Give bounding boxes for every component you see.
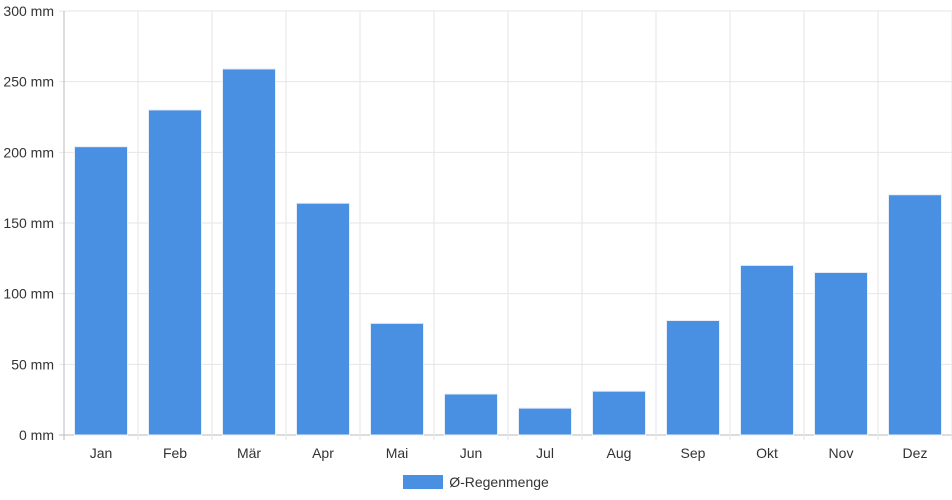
x-tick-label: Mär (237, 445, 261, 461)
y-tick-label: 50 mm (11, 356, 54, 372)
bar-Aug (592, 390, 646, 436)
x-tick-label: Okt (756, 445, 778, 461)
y-tick-label: 0 mm (19, 427, 54, 443)
bar-Jul (518, 407, 572, 436)
x-tick-label: Sep (681, 445, 706, 461)
y-tick-label: 300 mm (3, 3, 54, 19)
bar-Dez (888, 194, 942, 436)
grid-lines (59, 10, 952, 440)
y-tick-label: 100 mm (3, 286, 54, 302)
legend-swatch (403, 475, 444, 489)
bar-Okt (740, 264, 794, 436)
bar-Feb (148, 109, 202, 436)
y-axis-tick-labels: 0 mm 50 mm 100 mm 150 mm 200 mm 250 mm 300 mm (3, 3, 54, 443)
bar-Mär (222, 68, 276, 436)
legend-label: Ø-Regenmenge (449, 474, 549, 490)
bar-Mai (370, 322, 424, 436)
y-tick-label: 200 mm (3, 144, 54, 160)
bar-series (74, 68, 942, 436)
x-tick-label: Feb (163, 445, 187, 461)
x-tick-label: Jul (536, 445, 554, 461)
bar-Nov (814, 271, 868, 436)
x-axis-tick-labels: Jan Feb Mär Apr Mai Jun Jul Aug Sep Okt Nov Dez (90, 445, 928, 461)
bar-Sep (666, 320, 720, 436)
x-tick-label: Mai (386, 445, 409, 461)
legend: Ø-Regenmenge (0, 472, 952, 492)
x-tick-label: Dez (903, 445, 928, 461)
y-tick-label: 250 mm (3, 74, 54, 90)
bar-Jan (74, 146, 128, 436)
x-tick-label: Jan (90, 445, 113, 461)
y-tick-label: 150 mm (3, 215, 54, 231)
x-tick-label: Apr (312, 445, 334, 461)
bar-Jun (444, 393, 498, 436)
x-tick-label: Jun (460, 445, 483, 461)
bar-Apr (296, 202, 350, 436)
x-tick-label: Nov (829, 445, 854, 461)
x-tick-label: Aug (607, 445, 632, 461)
